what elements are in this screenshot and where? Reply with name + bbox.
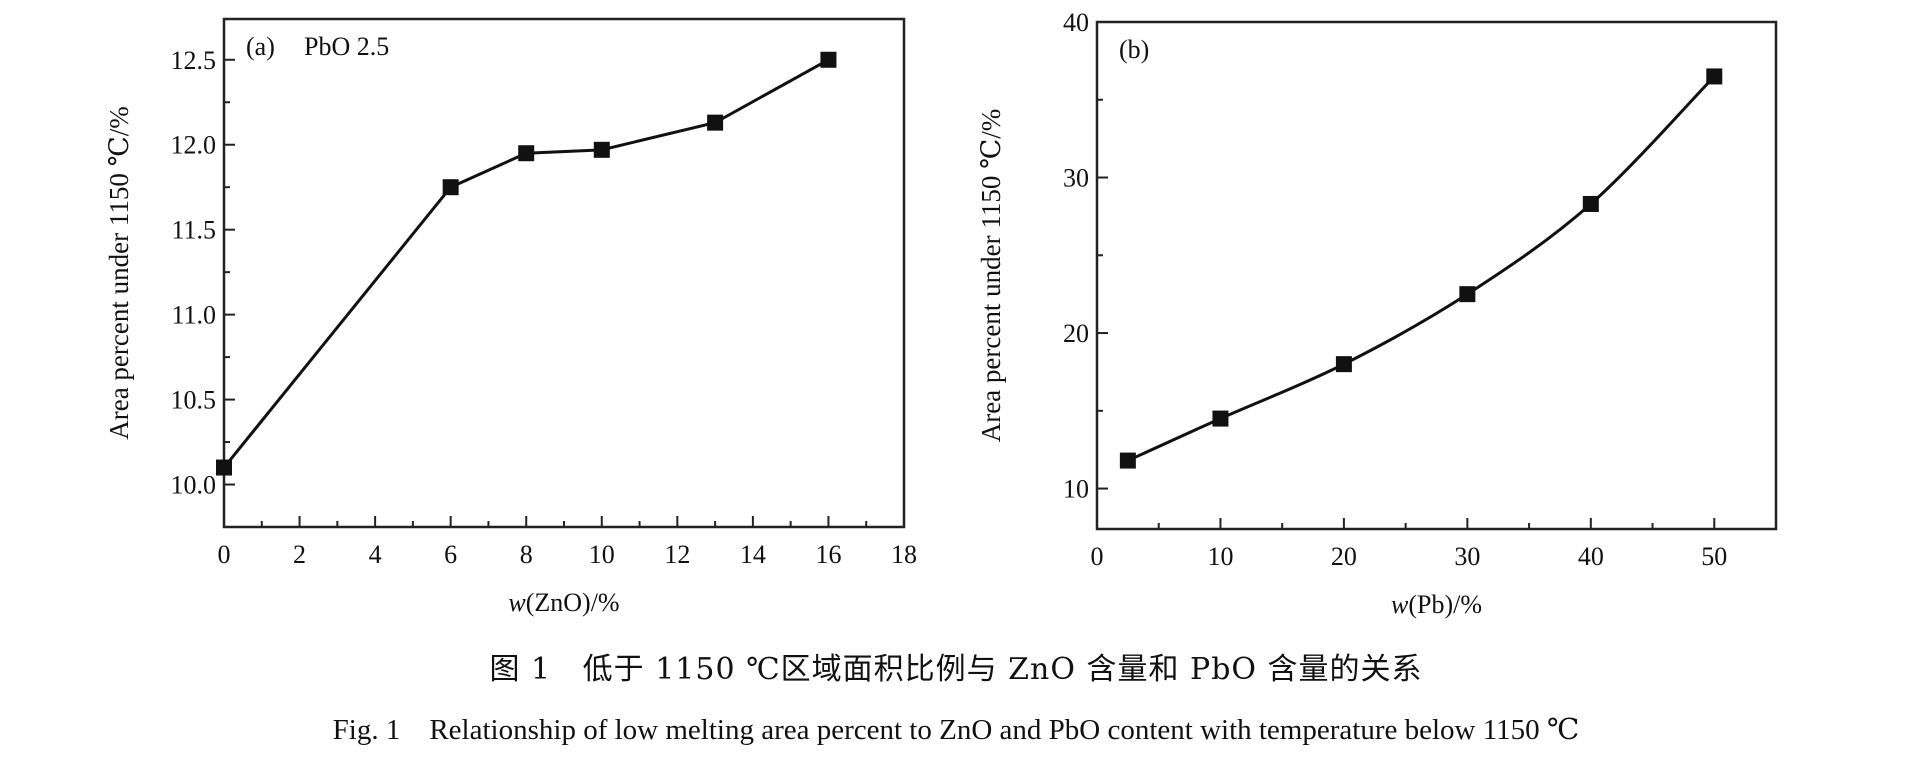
x-tick-label: 10 (1207, 542, 1233, 571)
data-point-marker (1706, 68, 1723, 85)
y-axis-label: Area percent under 1150 ℃/% (976, 109, 1006, 443)
y-tick-label: 10.5 (171, 386, 217, 415)
x-tick-label: 0 (218, 540, 231, 569)
plot-frame (222, 17, 906, 529)
data-point-marker (1119, 452, 1136, 469)
x-axis-label: w(Pb)/% (1391, 590, 1482, 619)
data-point-marker (593, 141, 610, 158)
plot-frame (1095, 20, 1778, 531)
series-line (222, 58, 830, 469)
x-tick-label: 40 (1578, 542, 1604, 571)
data-point-marker (1582, 195, 1599, 212)
data-point-marker (820, 51, 837, 68)
data-point-marker (1212, 410, 1229, 427)
y-tick-label: 11.5 (171, 216, 216, 245)
x-tick-label: 0 (1091, 542, 1104, 571)
y-tick-label: 12.5 (171, 46, 217, 75)
x-tick-label: 30 (1454, 542, 1480, 571)
x-tick-label: 18 (891, 540, 917, 569)
x-tick-label: 6 (444, 540, 457, 569)
x-tick-label: 10 (589, 540, 615, 569)
caption-chinese: 图 1 低于 1150 ℃区域面积比例与 ZnO 含量和 PbO 含量的关系 (489, 652, 1423, 687)
panel-label: (b) (1119, 35, 1149, 64)
chart-panel-a: 0 2 4 6 8 10 12 14 16 18 10.0 10.5 11.0 11.5 12.0 12.5 w… (104, 17, 917, 617)
panel-label: (a) (246, 32, 275, 61)
y-axis-label: Area percent under 1150 ℃/% (104, 106, 134, 440)
x-tick-label: 50 (1701, 542, 1727, 571)
data-point-marker (1459, 286, 1476, 303)
data-point-marker (707, 114, 724, 131)
x-tick-label: 4 (369, 540, 382, 569)
chart-panel-b: 0 10 20 30 40 50 10 20 30 40 w(Pb)/% Area percent u… (976, 8, 1778, 619)
x-axis-label: w(ZnO)/% (508, 588, 619, 617)
series-line (1127, 75, 1716, 462)
y-tick-label: 10 (1063, 475, 1089, 504)
x-tick-label: 14 (740, 540, 766, 569)
data-point-marker (518, 145, 535, 162)
x-tick-label: 16 (815, 540, 841, 569)
x-tick-label: 12 (664, 540, 690, 569)
x-tick-label: 8 (520, 540, 533, 569)
x-tick-label: 2 (293, 540, 306, 569)
y-tick-label: 40 (1063, 8, 1089, 37)
y-tick-label: 30 (1063, 164, 1089, 193)
data-point-marker (216, 459, 232, 476)
y-tick-label: 11.0 (171, 301, 216, 330)
y-tick-label: 20 (1063, 319, 1089, 348)
data-point-marker (1335, 356, 1352, 373)
data-point-marker (442, 179, 459, 196)
caption-english: Fig. 1 Relationship of low melting area … (332, 714, 1580, 746)
y-tick-label: 12.0 (171, 131, 217, 160)
x-tick-label: 20 (1331, 542, 1357, 571)
y-tick-label: 10.0 (171, 471, 217, 500)
annotation-label: PbO 2.5 (304, 32, 389, 61)
